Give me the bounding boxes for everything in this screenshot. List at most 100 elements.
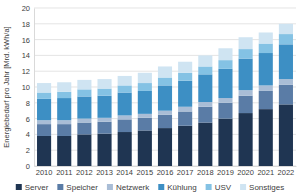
- bar: [138, 130, 152, 166]
- tick: 2022: [278, 166, 295, 177]
- bar: [218, 103, 232, 119]
- tick: 2021: [257, 166, 274, 177]
- series: [37, 104, 293, 166]
- tick-label: 2011: [56, 168, 72, 177]
- bar: [158, 128, 172, 166]
- grid-line: [34, 8, 296, 9]
- series: [37, 79, 293, 124]
- bars: [37, 24, 293, 166]
- tick-label: 4: [26, 130, 30, 139]
- tick: 12: [22, 67, 34, 76]
- grid-line: [34, 39, 296, 40]
- bar: [77, 96, 91, 118]
- tick: 8: [26, 99, 34, 108]
- bar: [178, 111, 192, 125]
- y-axis: 02468101214161820: [22, 4, 35, 171]
- tick: 2016: [157, 166, 174, 177]
- legend-label: Speicher: [66, 183, 98, 192]
- series: [37, 85, 293, 136]
- bar: [178, 62, 192, 73]
- bar: [138, 91, 152, 114]
- chart: 0246810121416182020102011201220132014201…: [0, 0, 300, 196]
- bar: [97, 122, 111, 134]
- legend-swatch: [240, 184, 246, 190]
- bar: [97, 89, 111, 96]
- bar: [259, 53, 273, 85]
- bar: [118, 76, 132, 85]
- legend: Server Speicher Netzwerk Kühlung USV Sonstige…: [16, 183, 284, 192]
- legend-item: Sonstiges: [240, 183, 284, 192]
- bar: [97, 96, 111, 118]
- bar: [279, 85, 293, 105]
- bar: [57, 136, 71, 166]
- tick-label: 14: [22, 51, 30, 60]
- tick: 16: [22, 36, 34, 45]
- bar: [57, 98, 71, 120]
- bar: [259, 44, 273, 53]
- bar: [259, 32, 273, 43]
- tick-label: 2017: [177, 168, 194, 177]
- legend-item: Kühlung: [158, 183, 196, 192]
- tick: 20: [22, 4, 34, 13]
- tick-label: 2015: [137, 168, 154, 177]
- tick-label: 2021: [257, 168, 274, 177]
- series: [37, 34, 293, 99]
- bar: [279, 79, 293, 85]
- bar: [279, 44, 293, 79]
- tick-label: 8: [26, 99, 30, 108]
- tick-label: 20: [22, 4, 30, 13]
- tick-label: 2022: [278, 168, 295, 177]
- legend-label: USV: [215, 183, 232, 192]
- bar: [218, 98, 232, 103]
- tick-label: 10: [22, 83, 30, 92]
- legend-label: Server: [25, 183, 49, 192]
- bar: [178, 73, 192, 81]
- tick: 0: [26, 162, 34, 171]
- tick-label: 2013: [96, 168, 113, 177]
- bar: [37, 93, 51, 99]
- bar: [37, 120, 51, 124]
- grid-line: [34, 55, 296, 56]
- bar: [118, 119, 132, 132]
- tick-label: 2010: [36, 168, 53, 177]
- grid-line: [34, 23, 296, 24]
- tick-label: 2: [26, 146, 30, 155]
- x-axis: 2010201120122013201420152016201720182019…: [35, 166, 297, 177]
- bar: [239, 90, 253, 96]
- tick-label: 18: [22, 20, 30, 29]
- tick: 2014: [116, 166, 133, 177]
- series: [37, 24, 293, 93]
- tick: 2017: [177, 166, 194, 177]
- bar: [37, 99, 51, 120]
- bar: [77, 123, 91, 135]
- bar: [118, 85, 132, 92]
- bar: [259, 85, 273, 91]
- bar: [158, 78, 172, 86]
- tick: 2015: [137, 166, 154, 177]
- bar: [37, 124, 51, 136]
- tick: 10: [22, 83, 34, 92]
- tick-label: 12: [22, 67, 30, 76]
- tick: 2011: [56, 166, 72, 177]
- legend-label: Sonstiges: [249, 183, 284, 192]
- bar: [198, 102, 212, 107]
- bar: [138, 118, 152, 131]
- legend-item: Speicher: [57, 183, 98, 192]
- bar: [57, 82, 71, 91]
- bar: [279, 24, 293, 34]
- tick-label: 2019: [217, 168, 234, 177]
- legend-item: USV: [206, 183, 232, 192]
- bar: [37, 83, 51, 92]
- bar: [158, 85, 172, 110]
- bar: [158, 115, 172, 128]
- tick-label: 0: [26, 162, 30, 171]
- bar: [259, 91, 273, 109]
- axis-line: [34, 9, 35, 167]
- bar: [118, 132, 132, 166]
- legend-label: Netzwerk: [116, 183, 150, 192]
- tick-label: 2018: [197, 168, 214, 177]
- bar: [97, 118, 111, 122]
- grid: [34, 8, 296, 166]
- tick: 4: [26, 130, 34, 139]
- legend-swatch: [16, 184, 22, 190]
